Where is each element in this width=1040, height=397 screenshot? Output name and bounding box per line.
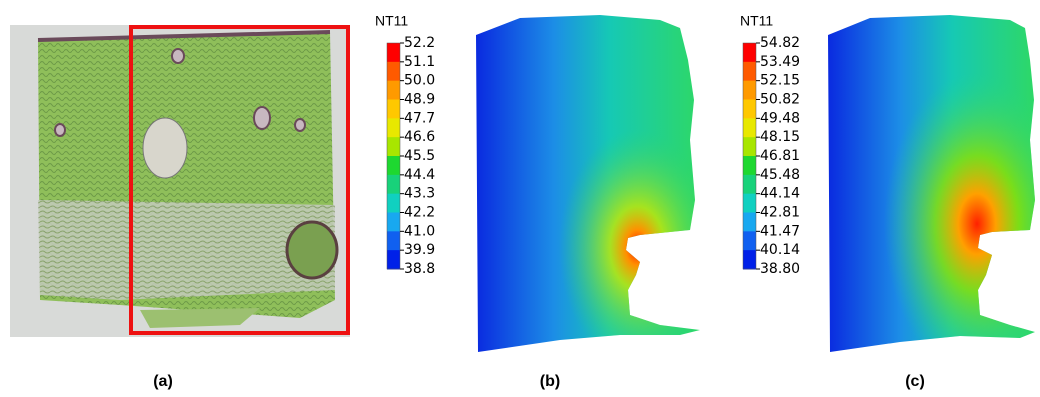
color-band <box>387 193 400 213</box>
color-band <box>743 118 756 138</box>
legend-label: 39.9 <box>404 242 435 258</box>
color-band <box>387 118 400 138</box>
color-band <box>387 156 400 176</box>
color-band <box>743 250 756 270</box>
panel-caption: (c) <box>905 373 925 390</box>
color-band <box>387 99 400 119</box>
legend-label: 51.1 <box>404 54 435 70</box>
legend-label: 45.48 <box>760 167 800 183</box>
legend-label: 48.15 <box>760 129 800 145</box>
color-band <box>387 212 400 232</box>
legend-label: 42.2 <box>404 205 435 221</box>
legend-title: NT11 <box>740 13 773 29</box>
legend-label: 41.47 <box>760 223 800 239</box>
highlight-box <box>129 25 350 335</box>
legend-label: 53.49 <box>760 54 800 70</box>
legend-label: 54.82 <box>760 35 800 51</box>
legend-label: 46.81 <box>760 148 800 164</box>
legend-label: 44.14 <box>760 186 800 202</box>
color-band <box>743 80 756 100</box>
legend-label: 42.81 <box>760 205 800 221</box>
color-bar: 54.82 53.49 52.15 50.82 49.48 48.15 46.81 45.48… <box>742 35 800 277</box>
color-band <box>387 174 400 195</box>
color-band <box>743 174 756 195</box>
color-band <box>743 43 756 63</box>
color-band <box>743 231 756 251</box>
panel-caption: (a) <box>153 373 173 390</box>
legend-label: 44.4 <box>404 167 435 183</box>
color-band <box>387 137 400 157</box>
legend-label: 50.82 <box>760 92 800 108</box>
color-band <box>387 231 400 251</box>
legend-label: 50.0 <box>404 73 435 89</box>
color-band <box>743 137 756 157</box>
color-band <box>743 193 756 213</box>
hot-region <box>828 15 1035 352</box>
color-band <box>743 212 756 232</box>
legend-label: 47.7 <box>404 110 435 126</box>
legend-title: NT11 <box>375 13 408 29</box>
legend-label: 45.5 <box>404 148 435 164</box>
legend-label: 46.6 <box>404 129 435 145</box>
legend-label: 52.15 <box>760 73 800 89</box>
color-bar: 52.2 51.1 50.0 48.9 47.7 46.6 45.5 44.4 43.3 42.2… <box>386 35 435 277</box>
color-band <box>387 80 400 100</box>
histology-image <box>10 25 350 337</box>
legend-label: 48.9 <box>404 92 435 108</box>
legend-label: 43.3 <box>404 186 435 202</box>
legend-label: 38.8 <box>404 261 435 277</box>
legend-label: 52.2 <box>404 35 435 51</box>
color-band <box>743 99 756 119</box>
color-band <box>743 61 756 82</box>
legend-label: 41.0 <box>404 223 435 239</box>
panel-caption: (b) <box>540 373 560 390</box>
color-band <box>387 250 400 270</box>
color-band <box>387 61 400 82</box>
color-band <box>743 156 756 176</box>
hot-region <box>476 15 700 352</box>
legend-label: 49.48 <box>760 110 800 126</box>
color-band <box>387 43 400 63</box>
legend-label: 40.14 <box>760 242 800 258</box>
legend-label: 38.80 <box>760 261 800 277</box>
